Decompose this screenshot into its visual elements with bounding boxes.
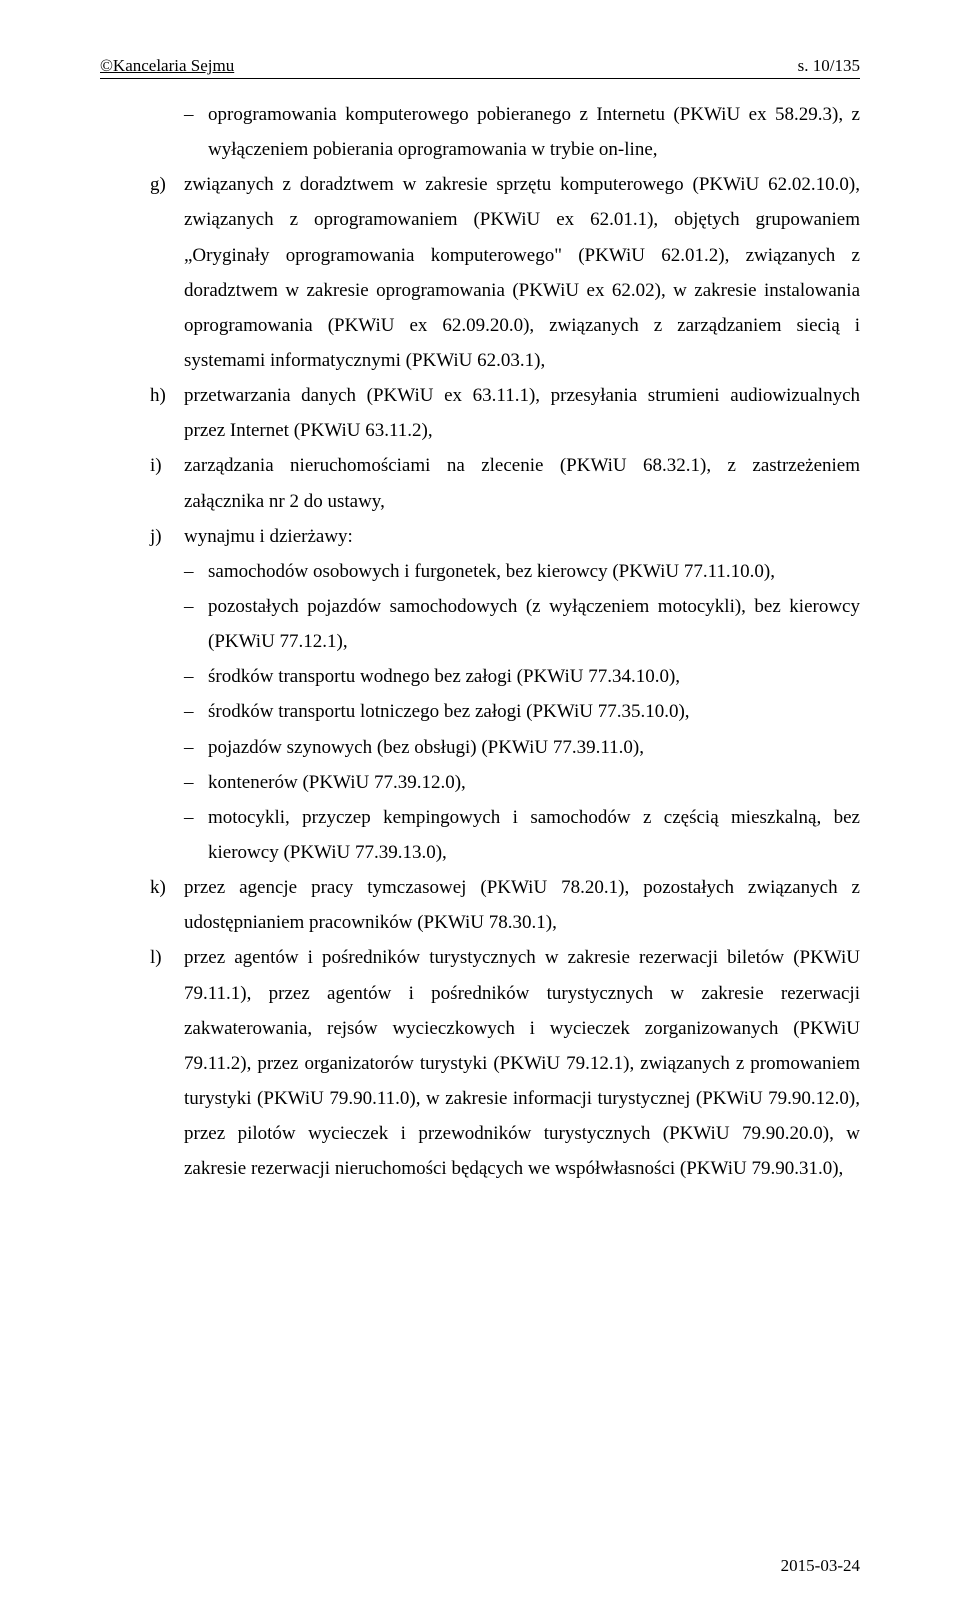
list-item-dash: – pojazdów szynowych (bez obsługi) (PKWi… (184, 730, 860, 765)
list-item-dash: – środków transportu wodnego bez załogi … (184, 659, 860, 694)
letter-marker: j) (150, 519, 184, 554)
footer-date: 2015-03-24 (781, 1556, 860, 1576)
list-item-text: związanych z doradztwem w zakresie sprzę… (184, 167, 860, 378)
list-item-text: oprogramowania komputerowego pobieranego… (208, 97, 860, 167)
list-item-dash-intro: – oprogramowania komputerowego pobierane… (184, 97, 860, 167)
dash-marker: – (184, 800, 208, 870)
dash-marker: – (184, 589, 208, 659)
list-item-text: samochodów osobowych i furgonetek, bez k… (208, 554, 860, 589)
dash-marker: – (184, 554, 208, 589)
list-item-text: pozostałych pojazdów samochodowych (z wy… (208, 589, 860, 659)
list-item-text: przetwarzania danych (PKWiU ex 63.11.1),… (184, 378, 860, 448)
list-item-dash: – kontenerów (PKWiU 77.39.12.0), (184, 765, 860, 800)
list-item-dash: – motocykli, przyczep kempingowych i sam… (184, 800, 860, 870)
list-item-text: przez agencje pracy tymczasowej (PKWiU 7… (184, 870, 860, 940)
letter-marker: k) (150, 870, 184, 940)
list-item-text: wynajmu i dzierżawy: (184, 519, 860, 554)
letter-marker: l) (150, 940, 184, 1186)
list-item-text: środków transportu lotniczego bez załogi… (208, 694, 860, 729)
list-item-text: przez agentów i pośredników turystycznyc… (184, 940, 860, 1186)
dash-marker: – (184, 730, 208, 765)
list-item-h: h) przetwarzania danych (PKWiU ex 63.11.… (150, 378, 860, 448)
document-page: ©Kancelaria Sejmu s. 10/135 – oprogramow… (0, 0, 960, 1612)
list-item-k: k) przez agencje pracy tymczasowej (PKWi… (150, 870, 860, 940)
dash-marker: – (184, 765, 208, 800)
dash-marker: – (184, 659, 208, 694)
list-item-text: pojazdów szynowych (bez obsługi) (PKWiU … (208, 730, 860, 765)
dash-marker: – (184, 694, 208, 729)
letter-marker: h) (150, 378, 184, 448)
continuation-block: – oprogramowania komputerowego pobierane… (150, 97, 860, 167)
document-body: – oprogramowania komputerowego pobierane… (100, 97, 860, 1186)
letter-marker: g) (150, 167, 184, 378)
list-item-i: i) zarządzania nieruchomościami na zlece… (150, 448, 860, 518)
list-item-dash: – środków transportu lotniczego bez zało… (184, 694, 860, 729)
dash-marker: – (184, 97, 208, 167)
header-page-number: s. 10/135 (798, 56, 860, 76)
list-item-dash: – samochodów osobowych i furgonetek, bez… (184, 554, 860, 589)
list-item-g: g) związanych z doradztwem w zakresie sp… (150, 167, 860, 378)
list-item-text: środków transportu wodnego bez załogi (P… (208, 659, 860, 694)
list-item-l: l) przez agentów i pośredników turystycz… (150, 940, 860, 1186)
list-item-j: j) wynajmu i dzierżawy: (150, 519, 860, 554)
list-item-text: motocykli, przyczep kempingowych i samoc… (208, 800, 860, 870)
letter-marker: i) (150, 448, 184, 518)
header-copyright: ©Kancelaria Sejmu (100, 56, 234, 76)
list-item-dash: – pozostałych pojazdów samochodowych (z … (184, 589, 860, 659)
page-header: ©Kancelaria Sejmu s. 10/135 (100, 56, 860, 79)
list-item-text: zarządzania nieruchomościami na zlecenie… (184, 448, 860, 518)
list-item-text: kontenerów (PKWiU 77.39.12.0), (208, 765, 860, 800)
list-item-j-sublist: – samochodów osobowych i furgonetek, bez… (150, 554, 860, 870)
